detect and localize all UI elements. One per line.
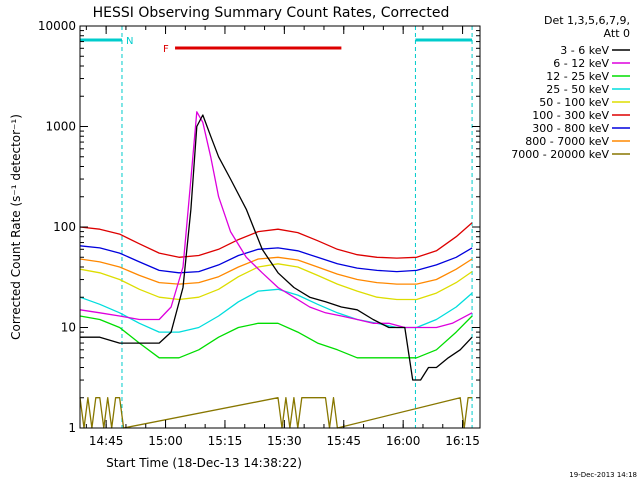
x-tick-label: 15:45 [326,434,361,448]
legend-label-50-100-kev: 50 - 100 keV [539,96,609,109]
legend-header-line-1: Det 1,3,5,6,7,9, [544,14,630,27]
legend-label-3-6-kev: 3 - 6 keV [560,44,609,57]
date-stamp: 19-Dec-2013 14:18 [569,471,637,479]
y-tick-label: 1000 [45,120,76,134]
legend-label-12-25-kev: 12 - 25 keV [546,70,609,83]
plot-frame [79,25,481,429]
series-line-100-300-kev [79,222,473,259]
y-tick-label: 100 [53,220,76,234]
series-line-6-12-kev [79,111,473,329]
series-line-25-50-kev [79,288,473,333]
x-tick-label: 15:15 [208,434,243,448]
y-tick-label: 1 [68,421,76,435]
plot-area: N F 1 10 100 1000 10000 14:45 15:00 15:15 15:30 15:… [38,19,481,448]
y-axis-label: Corrected Count Rate (s⁻¹ detector⁻¹) [9,114,23,340]
legend-label-25-50-kev: 25 - 50 keV [546,83,609,96]
night-label: N [126,36,133,47]
legend-label-300-800-kev: 300 - 800 keV [532,122,609,135]
legend-label-6-12-kev: 6 - 12 keV [553,57,609,70]
series-line-800-7000-kev [79,256,473,285]
x-tick-label: 15:00 [148,434,183,448]
x-tick-label: 16:15 [445,434,480,448]
x-tick-label: 16:00 [386,434,421,448]
x-tick-label: 14:45 [89,434,124,448]
series-line-50-100-kev [79,263,473,301]
y-tick-label: 10 [61,321,76,335]
legend-label-7000-20000-kev: 7000 - 20000 keV [511,148,609,161]
flare-label: F [163,44,169,55]
chart-title: HESSI Observing Summary Count Rates, Cor… [93,5,450,21]
x-axis-label: Start Time (18-Dec-13 14:38:22) [106,456,302,470]
series-line-3-6-kev [80,114,473,381]
series-line-7000-20000-kev [79,397,473,429]
legend-label-800-7000-kev: 800 - 7000 keV [525,135,609,148]
legend-header-line-2: Att 0 [604,27,630,40]
x-tick-label: 15:30 [267,434,302,448]
series-line-300-800-kev [79,245,473,274]
legend-label-100-300-kev: 100 - 300 keV [532,109,609,122]
y-tick-label: 10000 [38,19,76,33]
